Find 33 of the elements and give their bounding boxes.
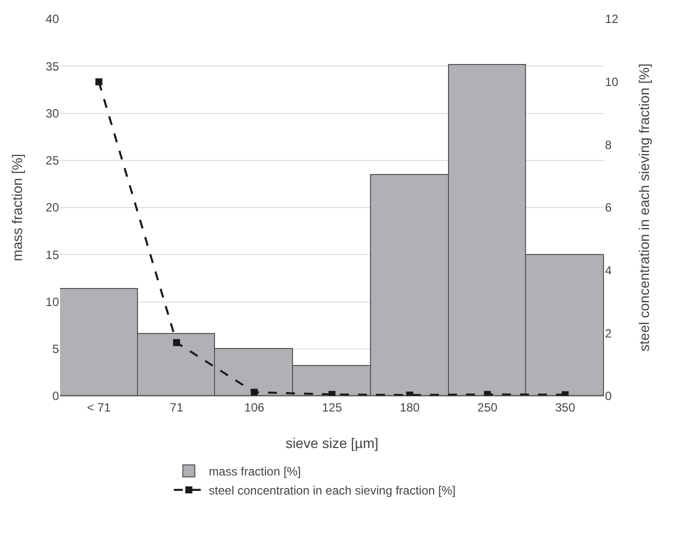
legend-label: steel concentration in each sieving fraction [%] xyxy=(208,484,456,498)
y-tick-label: 35 xyxy=(46,59,60,74)
x-axis-title: sieve size [µm] xyxy=(286,435,378,451)
y2-axis-title: steel concentration in each sieving fraction [%] xyxy=(636,64,652,352)
x-tick-label: 350 xyxy=(555,400,576,414)
y-tick-label: 20 xyxy=(46,200,60,215)
x-tick-label: < 71 xyxy=(87,400,112,414)
x-tick-label: 180 xyxy=(400,400,420,414)
y2-tick-label: 4 xyxy=(605,264,612,278)
y-tick-label: 40 xyxy=(46,12,60,26)
x-tick-label: 106 xyxy=(244,400,265,414)
y2-tick-label: 6 xyxy=(605,200,612,215)
point xyxy=(328,390,336,396)
x-tick-label: 71 xyxy=(170,400,184,414)
y2-tick-label: 8 xyxy=(605,138,612,152)
y-tick-label: 30 xyxy=(46,106,60,120)
y-axis-title: mass fraction [%] xyxy=(9,154,25,262)
y-tick-label: 5 xyxy=(52,342,60,356)
y2-tick-label: 0 xyxy=(605,389,612,404)
x-tick-label: 250 xyxy=(477,400,498,414)
point xyxy=(484,390,491,396)
y-tick-label: 10 xyxy=(46,294,60,309)
point xyxy=(250,388,258,396)
point xyxy=(173,339,180,346)
legend-label: mass fraction [%] xyxy=(208,464,301,478)
y2-tick-label: 2 xyxy=(605,326,612,340)
y2-tick-label: 10 xyxy=(605,75,619,90)
x-tick-label: 125 xyxy=(322,400,342,414)
point xyxy=(95,78,102,86)
y-tick-label: 0 xyxy=(52,389,60,404)
y-tick-label: 25 xyxy=(46,154,60,168)
y2-tick-label: 12 xyxy=(605,12,619,26)
y-tick-label: 15 xyxy=(46,248,60,262)
